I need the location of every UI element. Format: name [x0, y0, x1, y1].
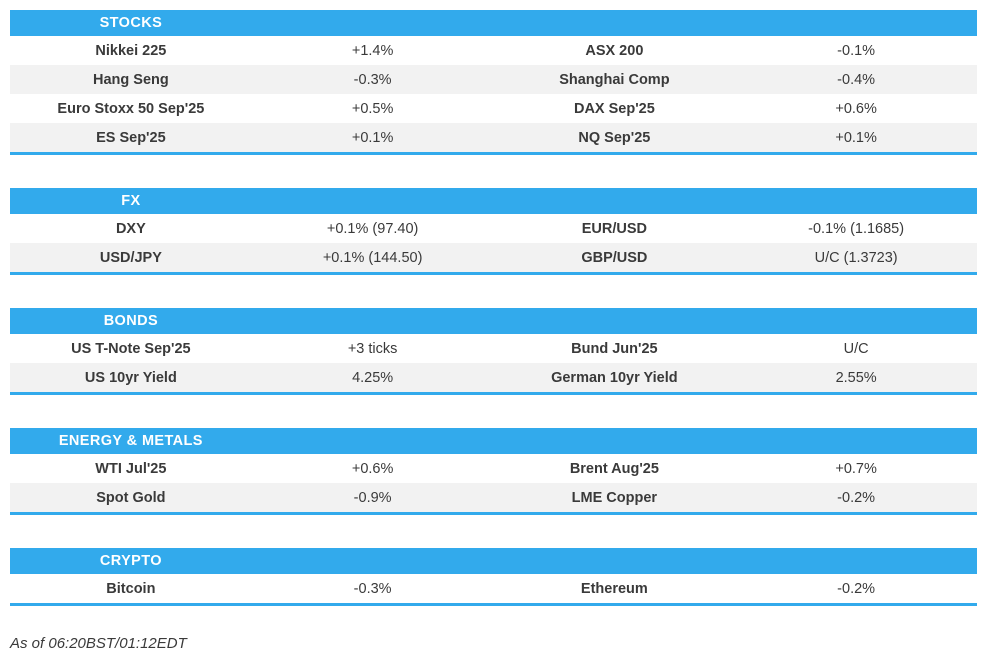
instrument-name: GBP/USD	[581, 249, 648, 266]
table-row: US T-Note Sep'25 +3 ticks Bund Jun'25 U/…	[10, 334, 977, 363]
section-title: CRYPTO	[99, 553, 162, 569]
section-rows: US T-Note Sep'25 +3 ticks Bund Jun'25 U/…	[10, 334, 977, 392]
instrument-name: NQ Sep'25	[578, 129, 651, 146]
section-title: STOCKS	[99, 15, 163, 31]
section-header: ENERGY & METALS	[10, 428, 977, 454]
section-energy-metals: ENERGY & METALS WTI Jul'25 +0.6% Brent A…	[10, 428, 977, 515]
instrument-change: U/C (1.3723)	[814, 249, 898, 266]
section-rows: DXY +0.1% (97.40) EUR/USD -0.1% (1.1685)…	[10, 214, 977, 272]
section-title: BONDS	[103, 313, 159, 329]
table-row: Hang Seng -0.3% Shanghai Comp -0.4%	[10, 65, 977, 94]
instrument-name: USD/JPY	[99, 249, 162, 266]
market-wrap-tables: STOCKS Nikkei 225 +1.4% ASX 200 -0.1% Ha…	[10, 10, 977, 639]
section-title: ENERGY & METALS	[58, 433, 203, 449]
instrument-change: 2.55%	[835, 369, 877, 386]
section-rows: Nikkei 225 +1.4% ASX 200 -0.1% Hang Seng…	[10, 36, 977, 152]
instrument-name: ES Sep'25	[96, 129, 166, 146]
instrument-name: Euro Stoxx 50 Sep'25	[57, 100, 205, 117]
instrument-change: 4.25%	[352, 369, 394, 386]
section-header: BONDS	[10, 308, 977, 334]
instrument-name: German 10yr Yield	[551, 369, 678, 386]
table-row: ES Sep'25 +0.1% NQ Sep'25 +0.1%	[10, 123, 977, 152]
section-header: CRYPTO	[10, 548, 977, 574]
instrument-name: US 10yr Yield	[84, 369, 177, 386]
section-rows: Bitcoin -0.3% Ethereum -0.2%	[10, 574, 977, 603]
instrument-name: LME Copper	[571, 489, 658, 506]
instrument-name: US T-Note Sep'25	[71, 340, 191, 357]
instrument-change: +0.1% (97.40)	[326, 220, 419, 237]
instrument-change: +0.6%	[835, 100, 877, 117]
instrument-name: Bitcoin	[106, 580, 156, 597]
instrument-change: +0.1% (144.50)	[322, 249, 423, 266]
instrument-change: +0.6%	[351, 460, 394, 477]
table-row: DXY +0.1% (97.40) EUR/USD -0.1% (1.1685)	[10, 214, 977, 243]
as-of-timestamp: As of 06:20BST/01:12EDT	[10, 635, 187, 652]
instrument-name: Brent Aug'25	[569, 460, 659, 477]
instrument-name: Nikkei 225	[95, 42, 167, 59]
table-row: Euro Stoxx 50 Sep'25 +0.5% DAX Sep'25 +0…	[10, 94, 977, 123]
instrument-change: -0.2%	[837, 580, 876, 597]
table-row: Bitcoin -0.3% Ethereum -0.2%	[10, 574, 977, 603]
instrument-change: +0.1%	[351, 129, 394, 146]
instrument-name: ASX 200	[585, 42, 644, 59]
instrument-change: -0.3%	[353, 580, 392, 597]
table-row: Nikkei 225 +1.4% ASX 200 -0.1%	[10, 36, 977, 65]
section-crypto: CRYPTO Bitcoin -0.3% Ethereum -0.2%	[10, 548, 977, 606]
instrument-change: +3 ticks	[347, 340, 398, 357]
section-stocks: STOCKS Nikkei 225 +1.4% ASX 200 -0.1% Ha…	[10, 10, 977, 155]
instrument-name: Hang Seng	[93, 71, 169, 88]
section-bonds: BONDS US T-Note Sep'25 +3 ticks Bund Jun…	[10, 308, 977, 395]
section-rows: WTI Jul'25 +0.6% Brent Aug'25 +0.7% Spot…	[10, 454, 977, 512]
instrument-change: -0.3%	[353, 71, 392, 88]
instrument-change: +1.4%	[351, 42, 394, 59]
table-row: WTI Jul'25 +0.6% Brent Aug'25 +0.7%	[10, 454, 977, 483]
instrument-name: EUR/USD	[581, 220, 647, 237]
instrument-change: -0.9%	[353, 489, 392, 506]
instrument-change: +0.5%	[351, 100, 394, 117]
instrument-name: DXY	[115, 220, 146, 237]
instrument-change: -0.2%	[837, 489, 876, 506]
section-header: STOCKS	[10, 10, 977, 36]
table-row: Spot Gold -0.9% LME Copper -0.2%	[10, 483, 977, 512]
instrument-name: WTI Jul'25	[95, 460, 167, 477]
instrument-name: Spot Gold	[96, 489, 166, 506]
instrument-change: +0.7%	[835, 460, 877, 477]
instrument-name: DAX Sep'25	[573, 100, 655, 117]
section-fx: FX DXY +0.1% (97.40) EUR/USD -0.1% (1.16…	[10, 188, 977, 275]
table-row: USD/JPY +0.1% (144.50) GBP/USD U/C (1.37…	[10, 243, 977, 272]
instrument-name: Bund Jun'25	[571, 340, 658, 357]
section-title: FX	[121, 193, 141, 209]
instrument-name: Shanghai Comp	[559, 71, 670, 88]
instrument-change: -0.1%	[837, 42, 876, 59]
instrument-change: +0.1%	[835, 129, 877, 146]
section-header: FX	[10, 188, 977, 214]
footer: As of 06:20BST/01:12EDT	[10, 606, 977, 652]
table-row: US 10yr Yield 4.25% German 10yr Yield 2.…	[10, 363, 977, 392]
instrument-change: -0.4%	[837, 71, 876, 88]
instrument-change: U/C	[843, 340, 869, 357]
instrument-name: Ethereum	[580, 580, 648, 597]
instrument-change: -0.1% (1.1685)	[808, 220, 905, 237]
